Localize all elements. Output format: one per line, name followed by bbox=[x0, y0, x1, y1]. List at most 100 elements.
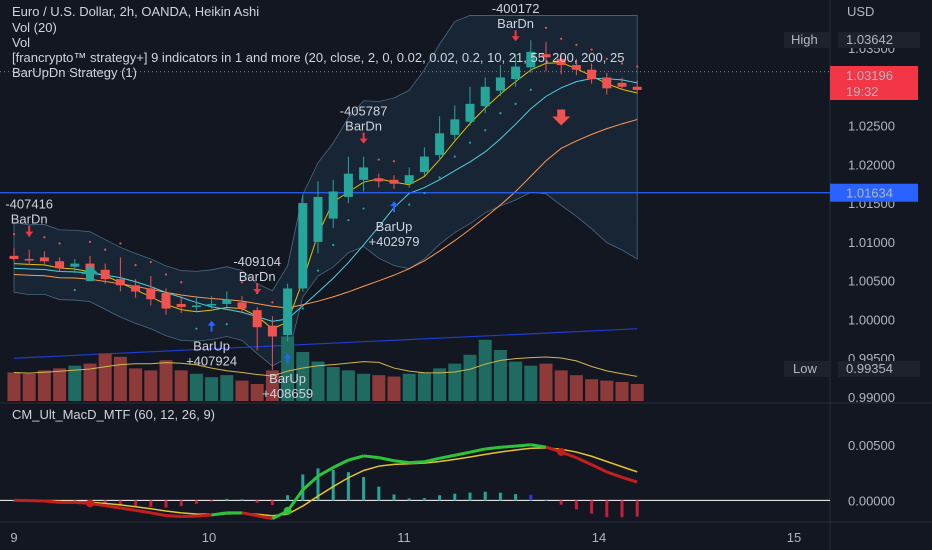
macd-line-segment bbox=[515, 443, 531, 448]
high-tag bbox=[784, 32, 830, 48]
macd-histogram-bar bbox=[240, 499, 244, 501]
macd-histogram-bar bbox=[559, 500, 563, 505]
volume-bar bbox=[615, 381, 629, 401]
candle-body bbox=[237, 302, 247, 309]
legend-strategy: BarUpDn Strategy (1) bbox=[12, 65, 137, 80]
macd-line-segment bbox=[44, 499, 60, 504]
candle-body bbox=[571, 65, 581, 70]
volume-bar bbox=[250, 384, 264, 401]
macd-histogram-bar bbox=[590, 500, 594, 514]
volume-bar bbox=[281, 336, 295, 401]
macd-histogram-bar bbox=[255, 500, 259, 503]
sar-dot bbox=[88, 240, 92, 243]
sar-dot bbox=[560, 37, 563, 40]
sar-dot bbox=[605, 57, 608, 60]
candle-body bbox=[328, 191, 338, 219]
macd-histogram-bar bbox=[574, 500, 578, 510]
macd-line-segment bbox=[317, 466, 334, 478]
candle-body bbox=[374, 178, 384, 182]
macd-line-segment bbox=[348, 454, 364, 462]
volume-bar bbox=[478, 339, 492, 401]
macd-line-segment bbox=[196, 513, 212, 518]
sar-dot bbox=[636, 65, 639, 68]
signal-id: -409104 bbox=[233, 254, 281, 269]
signal-label: BarUp bbox=[376, 219, 413, 234]
time-tick: 11 bbox=[397, 530, 411, 545]
sar-dot bbox=[73, 288, 76, 292]
volume-bar bbox=[341, 370, 355, 401]
macd-line-segment bbox=[120, 506, 136, 512]
candle-body bbox=[24, 258, 34, 261]
sar-dot bbox=[180, 281, 183, 284]
macd-line-segment bbox=[439, 453, 456, 460]
macd-line-segment bbox=[575, 456, 593, 466]
macd-histogram-bar bbox=[468, 492, 472, 501]
barup-arrow-icon bbox=[390, 201, 398, 213]
low-value: 0.99354 bbox=[846, 361, 893, 376]
volume-bar bbox=[7, 372, 21, 401]
last-price-tag bbox=[830, 66, 918, 100]
sar-dot bbox=[332, 243, 335, 247]
volume-bar bbox=[68, 365, 82, 401]
candle-body bbox=[587, 69, 597, 80]
price-tick: 1.02000 bbox=[848, 157, 895, 172]
sar-dot bbox=[544, 26, 548, 29]
sar-dot bbox=[423, 191, 426, 195]
macd-histogram-bar bbox=[194, 500, 198, 504]
candle-body bbox=[267, 325, 277, 337]
macd-line-segment bbox=[378, 456, 395, 463]
volume-bar bbox=[311, 361, 325, 401]
candle-body bbox=[9, 255, 19, 259]
sar-dot bbox=[362, 207, 365, 210]
volume-bar bbox=[235, 380, 249, 401]
sar-dot bbox=[590, 48, 593, 51]
sar-dot bbox=[225, 322, 228, 326]
volume-ma-line bbox=[13, 356, 638, 377]
candle-body bbox=[222, 299, 232, 304]
volume-bar bbox=[539, 363, 553, 401]
macd-line-segment bbox=[135, 508, 152, 515]
macd-line-segment bbox=[424, 456, 440, 464]
macd-histogram-bar bbox=[346, 472, 350, 501]
candle-body bbox=[100, 269, 110, 280]
sar-dot bbox=[12, 233, 16, 236]
macd-line-segment bbox=[393, 459, 410, 465]
volume-bar bbox=[554, 370, 568, 401]
macd-histogram-bar bbox=[270, 500, 274, 506]
macd-histogram-bar bbox=[225, 498, 229, 501]
macd-tick: 0.00000 bbox=[848, 493, 895, 508]
volume-bar bbox=[463, 354, 477, 401]
volume-bar bbox=[509, 361, 523, 401]
volume-bar bbox=[569, 375, 583, 401]
macd-line-segment bbox=[211, 511, 228, 517]
macd-histogram-bar bbox=[498, 492, 502, 501]
macd-signal-line bbox=[13, 447, 638, 517]
macd-histogram-bar bbox=[620, 500, 624, 518]
candle-body bbox=[207, 303, 217, 306]
price-tick: 0.99000 bbox=[848, 390, 895, 405]
candle-body bbox=[632, 86, 642, 90]
currency-label: USD bbox=[847, 4, 874, 19]
sar-dot bbox=[301, 307, 304, 310]
high-label: High bbox=[791, 32, 818, 47]
macd-histogram-bar bbox=[210, 500, 214, 502]
price-tick: 1.00000 bbox=[848, 312, 895, 327]
candle-body bbox=[435, 133, 445, 156]
volume-bar bbox=[630, 384, 644, 401]
level-value: 1.01634 bbox=[846, 186, 893, 201]
volume-bar bbox=[98, 353, 112, 401]
macd-line-segment bbox=[409, 460, 425, 465]
barup-arrow-icon bbox=[207, 320, 216, 332]
time-tick: 10 bbox=[202, 530, 216, 545]
high-value-tag bbox=[838, 32, 920, 48]
candle-body bbox=[419, 156, 429, 173]
candle-body bbox=[556, 58, 566, 66]
volume-bar bbox=[600, 380, 614, 401]
price-tick: 1.00500 bbox=[848, 274, 895, 289]
macd-tick: 0.00500 bbox=[848, 438, 895, 453]
volume-bar bbox=[417, 372, 431, 401]
level-tag bbox=[830, 183, 918, 202]
signal-label: BarDn bbox=[239, 269, 276, 284]
